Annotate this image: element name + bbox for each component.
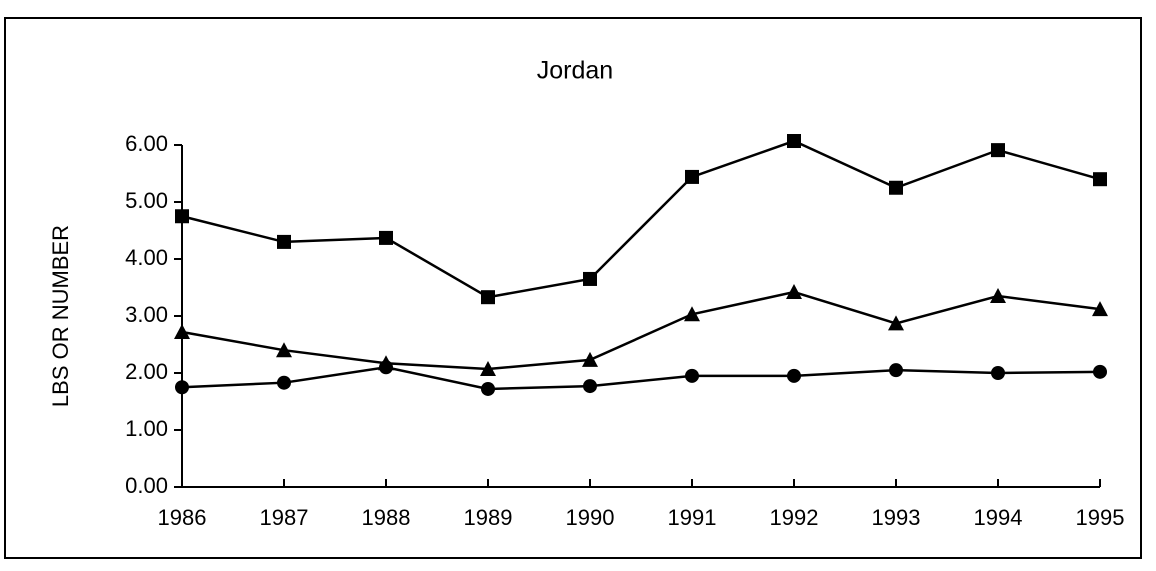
marker (990, 288, 1006, 304)
y-tick-label: 6.00 (125, 131, 168, 156)
marker (583, 271, 597, 286)
marker (277, 375, 291, 390)
marker (379, 360, 393, 375)
marker (888, 315, 904, 331)
marker (583, 379, 597, 394)
x-tick-label: 1993 (872, 505, 921, 530)
chart-title: Jordan (537, 57, 613, 85)
y-tick-label: 1.00 (125, 416, 168, 441)
marker (685, 368, 699, 383)
x-tick-label: 1989 (464, 505, 513, 530)
marker (480, 361, 496, 377)
marker (276, 342, 292, 358)
marker (1092, 301, 1108, 317)
x-tick-label: 1994 (974, 505, 1023, 530)
marker (582, 351, 598, 367)
marker (481, 290, 495, 305)
marker (889, 363, 903, 378)
x-tick-label: 1986 (158, 505, 207, 530)
y-axis-label: LBS OR NUMBER (48, 225, 73, 407)
y-tick-label: 0.00 (125, 473, 168, 498)
y-tick-label: 5.00 (125, 188, 168, 213)
marker (685, 169, 699, 184)
marker (991, 366, 1005, 380)
x-tick-label: 1987 (260, 505, 309, 530)
y-tick-label: 2.00 (125, 359, 168, 384)
marker (786, 284, 802, 300)
marker (379, 230, 393, 245)
series-line (181, 366, 1101, 391)
marker (175, 209, 189, 224)
marker (174, 323, 190, 339)
marker (684, 306, 700, 322)
marker (787, 134, 801, 149)
x-tick-label: 1988 (362, 505, 411, 530)
y-tick-label: 4.00 (125, 245, 168, 270)
series-line (181, 139, 1101, 299)
marker (787, 368, 801, 383)
marker (277, 234, 291, 249)
series-line (181, 290, 1101, 371)
x-tick-label: 1991 (668, 505, 717, 530)
x-tick-label: 1990 (566, 505, 615, 530)
marker (175, 380, 189, 395)
marker (481, 381, 495, 396)
marker (1093, 172, 1107, 187)
y-tick-label: 3.00 (125, 302, 168, 327)
chart-frame (4, 17, 1142, 559)
marker (889, 180, 903, 195)
marker (991, 143, 1005, 158)
x-tick-label: 1995 (1076, 505, 1125, 530)
x-tick-label: 1992 (770, 505, 819, 530)
marker (1093, 364, 1107, 379)
